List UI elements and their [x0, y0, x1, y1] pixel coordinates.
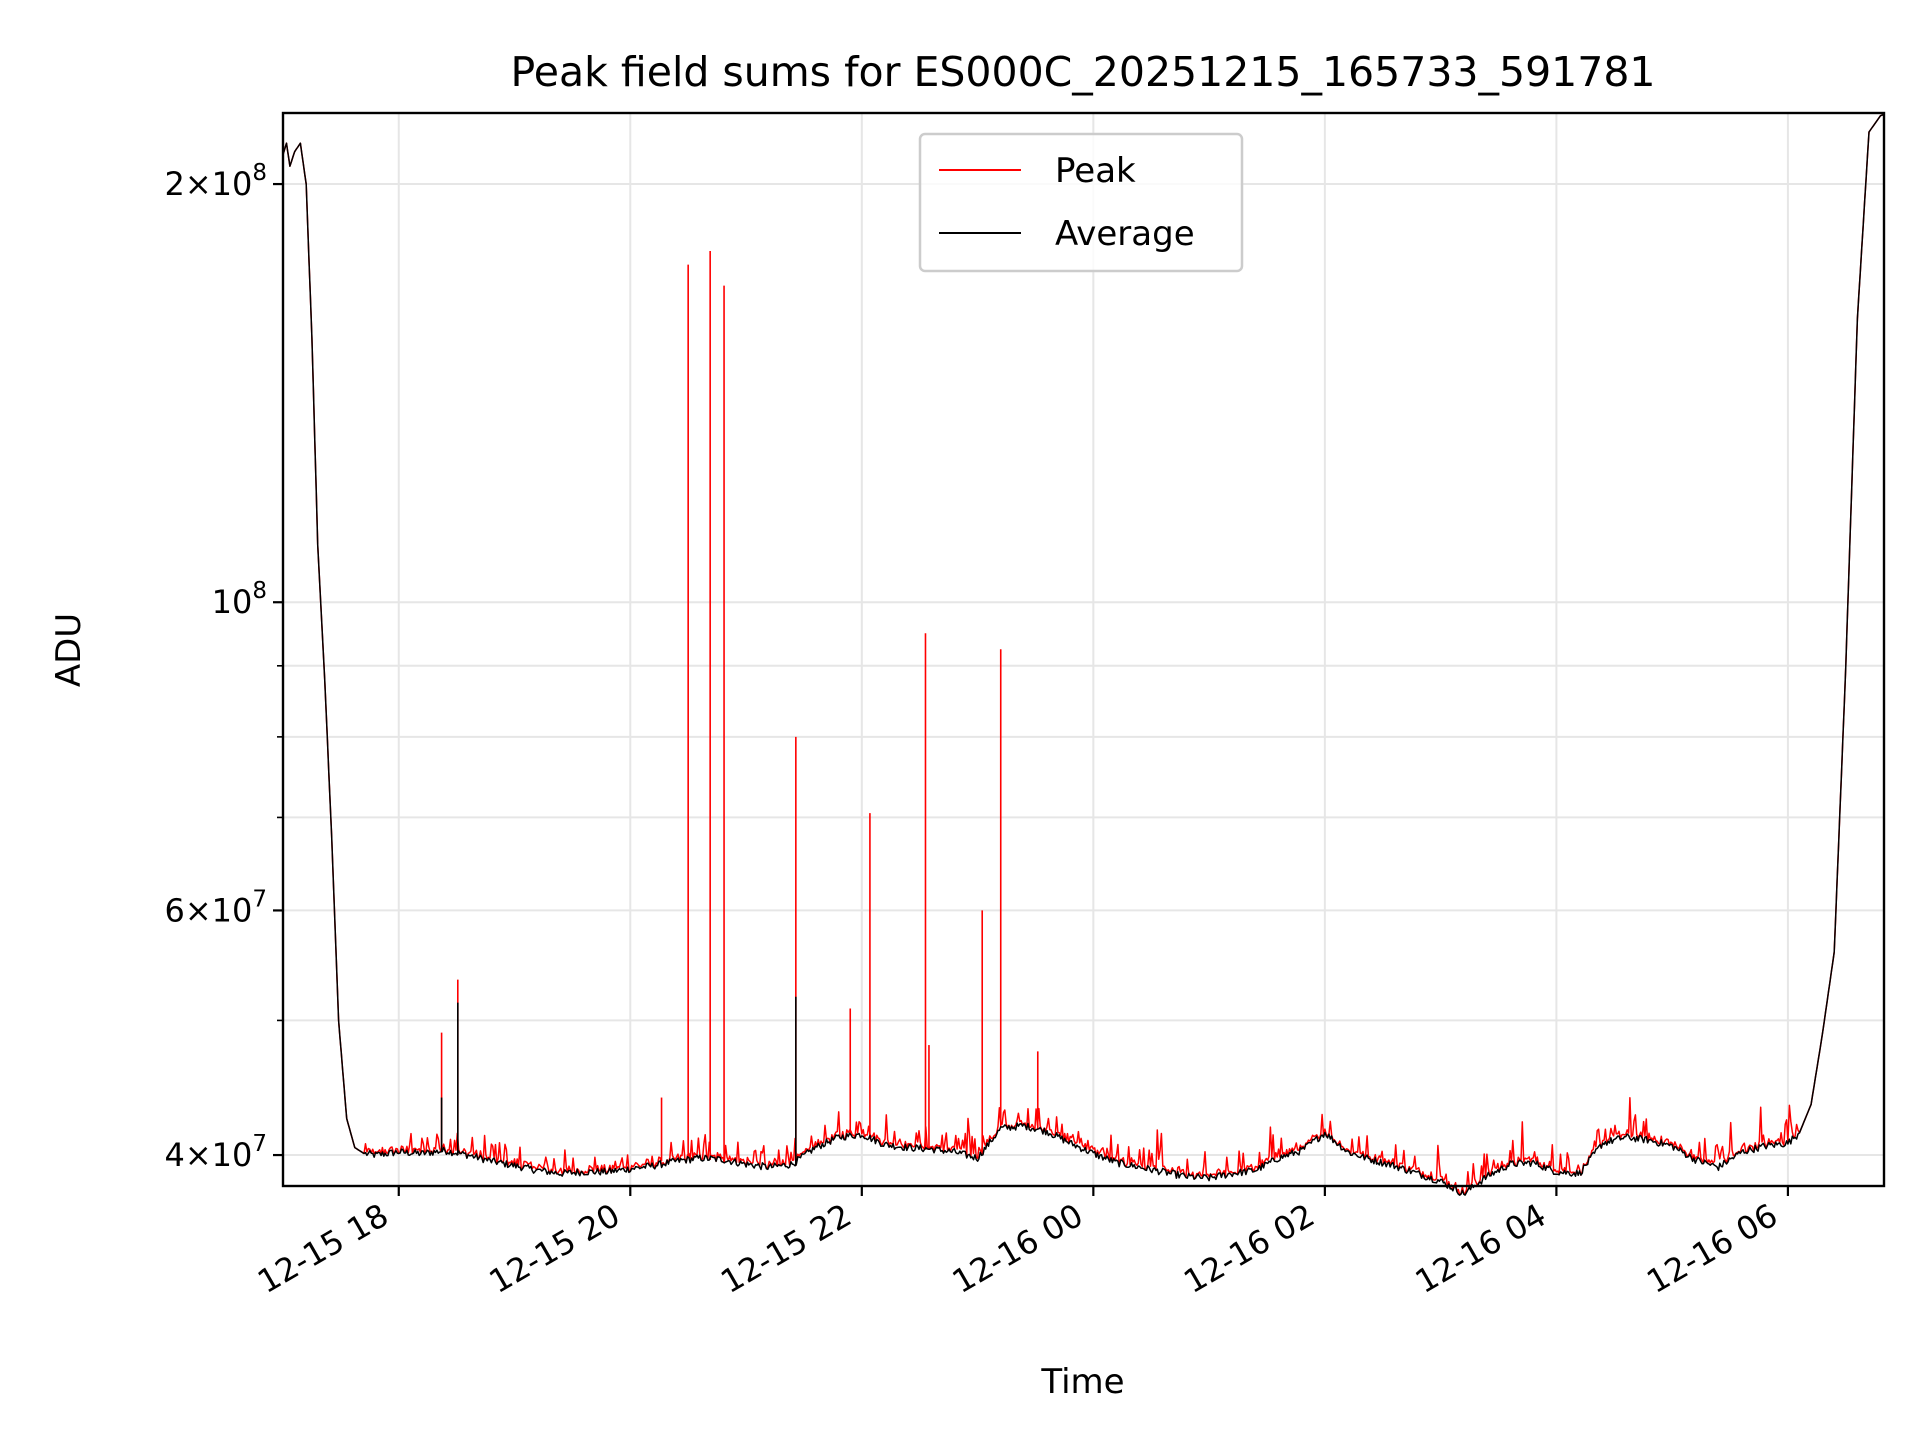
y-tick-label: 6×107	[164, 886, 267, 929]
legend-peak-label: Peak	[1055, 151, 1136, 191]
x-axis-label: Time	[1040, 1362, 1124, 1402]
legend-average-label: Average	[1055, 214, 1195, 254]
legend: Peak Average	[918, 132, 1244, 273]
chart-title: Peak field sums for ES000C_20251215_1657…	[511, 48, 1656, 96]
y-tick-label: 4×107	[164, 1131, 267, 1174]
average-series-line	[282, 113, 1885, 1196]
plot-frame	[281, 111, 1886, 1188]
legend-box	[918, 132, 1244, 273]
y-axis-label: ADU	[49, 613, 89, 687]
y-tick-label: 2×108	[164, 160, 267, 203]
series-layer	[282, 113, 1885, 1196]
y-tick-label: 108	[212, 578, 267, 621]
